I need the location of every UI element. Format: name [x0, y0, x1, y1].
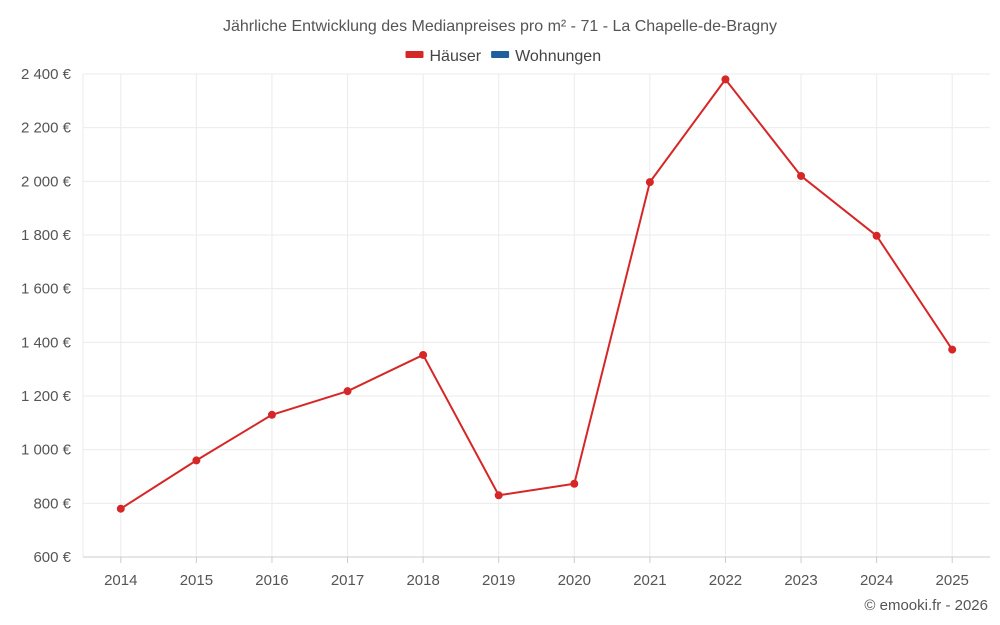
data-point[interactable] — [116, 504, 125, 513]
y-tick-label: 1 400 € — [21, 334, 72, 351]
data-point[interactable] — [267, 410, 276, 419]
data-point[interactable] — [948, 345, 957, 354]
data-point[interactable] — [570, 479, 579, 488]
data-point[interactable] — [645, 178, 654, 187]
legend-label: Wohnungen — [515, 48, 601, 65]
legend-item[interactable]: Häuser — [405, 48, 482, 65]
x-tick-label: 2025 — [936, 572, 969, 589]
series-line-haeuser — [120, 78, 954, 510]
data-point[interactable] — [872, 231, 881, 240]
data-point[interactable] — [192, 456, 201, 465]
x-tick-label: 2017 — [331, 572, 364, 589]
data-point[interactable] — [797, 171, 806, 180]
y-tick-label: 1 600 € — [21, 281, 72, 298]
y-tick-label: 2 000 € — [21, 173, 72, 190]
x-tick-label: 2018 — [406, 572, 439, 589]
y-tick-label: 600 € — [33, 549, 71, 566]
legend-swatch — [405, 51, 424, 58]
x-tick-label: 2022 — [709, 572, 742, 589]
x-tick-label: 2014 — [104, 572, 137, 589]
credit-text: © emooki.fr - 2026 — [864, 597, 988, 614]
x-tick-label: 2023 — [784, 572, 817, 589]
y-tick-label: 1 000 € — [21, 442, 72, 459]
y-tick-label: 1 200 € — [21, 388, 72, 405]
grid — [82, 73, 990, 557]
legend: Häuser Wohnungen — [405, 48, 601, 65]
legend-label: Häuser — [430, 48, 482, 65]
data-point[interactable] — [721, 75, 730, 84]
series — [116, 75, 957, 513]
chart-title: Jährliche Entwicklung des Medianpreises … — [223, 18, 777, 35]
data-point[interactable] — [419, 350, 428, 359]
y-tick-label: 1 800 € — [21, 227, 72, 244]
legend-swatch — [491, 51, 510, 58]
y-tick-label: 800 € — [33, 495, 71, 512]
data-point[interactable] — [343, 387, 352, 396]
y-tick-label: 2 400 € — [21, 66, 72, 83]
x-tick-label: 2024 — [860, 572, 893, 589]
data-point[interactable] — [494, 491, 503, 500]
x-tick-label: 2021 — [633, 572, 666, 589]
axes: 600 € 800 € 1 000 € 1 200 € 1 400 € 1 600 € 1 … — [21, 66, 990, 589]
x-tick-label: 2019 — [482, 572, 515, 589]
x-tick-label: 2020 — [558, 572, 591, 589]
y-tick-label: 2 200 € — [21, 120, 72, 137]
x-tick-label: 2015 — [180, 572, 213, 589]
x-tick-label: 2016 — [255, 572, 288, 589]
legend-item[interactable]: Wohnungen — [491, 48, 601, 65]
